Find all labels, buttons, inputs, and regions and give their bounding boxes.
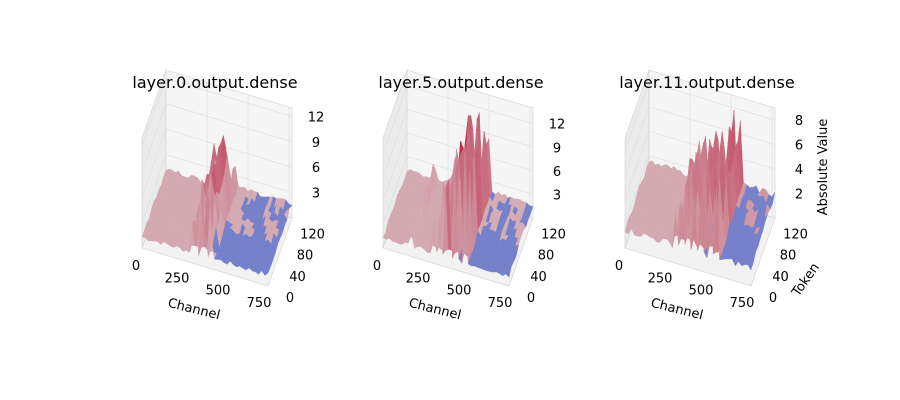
x-tick-label: 500 — [447, 284, 472, 299]
z-tick-label: 3 — [553, 188, 561, 203]
y-axis-label: Token — [789, 261, 823, 301]
z-tick-label: 6 — [312, 161, 320, 176]
surface-patch — [505, 266, 512, 278]
z-tick-label: 4 — [795, 163, 803, 178]
x-tick-label: 0 — [373, 259, 381, 274]
x-tick-label: 0 — [615, 259, 623, 274]
y-tick-label: 80 — [538, 249, 555, 264]
y-tick-label: 120 — [783, 227, 808, 242]
subplot-layer-0: 0 250 500 750 0 40 80 120 3 6 9 12 layer.0.output.de… — [132, 69, 325, 323]
grid-line — [141, 154, 293, 223]
y-tick-label: 120 — [300, 227, 325, 242]
x-tick-label: 250 — [406, 271, 431, 286]
z-tick-label: 9 — [312, 136, 320, 151]
z-tick-label: 12 — [308, 110, 325, 125]
subplot-layer-5: 0 250 500 750 0 40 80 120 3 6 9 12 layer.5.output.de… — [373, 69, 566, 323]
grid-line — [382, 85, 534, 154]
z-tick-label: 12 — [549, 118, 566, 133]
x-tick-label: 750 — [730, 296, 755, 311]
x-axis-label: Channel — [407, 296, 462, 323]
x-axis-label: Channel — [166, 296, 221, 323]
subplot-title: layer.0.output.dense — [132, 73, 297, 92]
y-tick-label: 0 — [286, 291, 294, 306]
z-tick-label: 2 — [795, 188, 803, 203]
x-tick-label: 750 — [247, 296, 272, 311]
x-tick-label: 500 — [689, 284, 714, 299]
y-tick-label: 80 — [297, 249, 314, 264]
y-tick-label: 40 — [289, 270, 306, 285]
x-tick-label: 500 — [206, 284, 231, 299]
subplot-layer-11: 0 250 500 750 0 40 80 120 2 4 6 8 layer.11.output.de… — [615, 69, 831, 323]
x-tick-label: 750 — [488, 296, 513, 311]
grid-line — [382, 132, 534, 201]
z-tick-label: 6 — [795, 139, 803, 154]
z-tick-label: 3 — [312, 187, 320, 202]
z-tick-label: 8 — [795, 114, 803, 129]
y-tick-label: 120 — [541, 227, 566, 242]
y-tick-label: 80 — [780, 249, 797, 264]
grid-line — [382, 108, 534, 178]
z-tick-label: 9 — [553, 141, 561, 156]
z-axis-label: Absolute Value — [816, 119, 831, 216]
z-tick-label: 6 — [553, 165, 561, 180]
x-tick-label: 250 — [165, 271, 190, 286]
x-tick-label: 250 — [648, 271, 673, 286]
surface-patch — [264, 267, 271, 276]
x-tick-label: 0 — [132, 259, 140, 274]
y-tick-label: 40 — [530, 270, 547, 285]
y-tick-label: 40 — [772, 270, 789, 285]
grid-line — [141, 78, 293, 147]
subplot-title: layer.11.output.dense — [619, 73, 794, 92]
grid-line — [624, 81, 776, 151]
y-tick-label: 0 — [769, 291, 777, 306]
y-tick-label: 0 — [527, 291, 535, 306]
grid-line — [141, 103, 293, 172]
x-axis-label: Channel — [649, 296, 704, 323]
subplot-title: layer.5.output.dense — [378, 73, 543, 92]
grid-line — [141, 128, 293, 198]
surface-patch — [747, 262, 754, 271]
